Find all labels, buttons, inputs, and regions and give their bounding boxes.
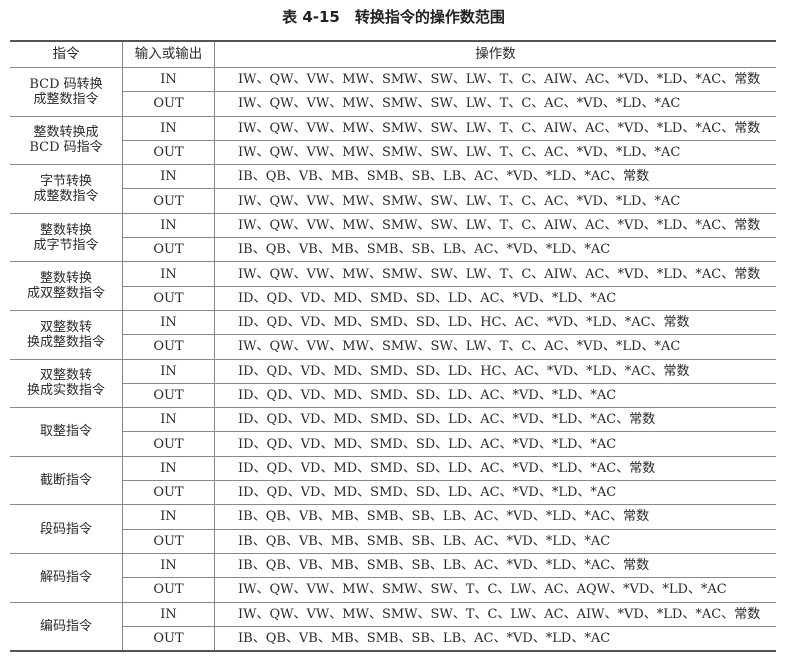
table-row: OUT ID、QD、VD、MD、SMD、SD、LD、AC、*VD、*LD、*AC xyxy=(10,382,776,409)
operands: IW、QW、VW、MW、SMW、SW、T、C、LW、AC、AIW、*VD、*LD… xyxy=(214,601,776,627)
table-row: 整数转换 成双整数指令 IN IW、QW、VW、MW、SMW、SW、LW、T、C、AI… xyxy=(10,261,776,311)
table-row: 编码指令 IN IW、QW、VW、MW、SMW、SW、T、C、LW、AC、AIW、*… xyxy=(10,601,776,652)
io-type: OUT xyxy=(122,431,215,457)
operands: IW、QW、VW、MW、SMW、SW、LW、T、C、AC、*VD、*LD、*AC xyxy=(214,188,776,214)
operands: ID、QD、VD、MD、SMD、SD、LD、AC、*VD、*LD、*AC xyxy=(214,285,776,311)
table-row: 整数转换 成字节指令 IN IW、QW、VW、MW、SMW、SW、LW、T、C、AIW… xyxy=(10,212,776,263)
table-row: OUT IB、QB、VB、MB、SMB、SB、LB、AC、*VD、*LD、*AC xyxy=(10,625,776,652)
instruction-name: 编码指令 xyxy=(10,601,123,652)
operand-range-table: 指令 输入或输出 操作数 BCD 码转换 成整数指令 IN IW、QW、VW、MW、S… xyxy=(10,40,776,653)
instruction-name: 双整数转 换成整数指令 xyxy=(10,309,123,360)
operands: ID、QD、VD、MD、SMD、SD、LD、AC、*VD、*LD、*AC xyxy=(214,382,776,409)
table-row: 截断指令 IN ID、QD、VD、MD、SMD、SD、LD、AC、*VD、*LD、*… xyxy=(10,455,776,506)
io-type: OUT xyxy=(122,625,215,652)
table-row: 双整数转 换成整数指令 IN ID、QD、VD、MD、SMD、SD、LD、HC、AC、… xyxy=(10,309,776,360)
instruction-name: 字节转换 成整数指令 xyxy=(10,164,123,214)
table-row: OUT ID、QD、VD、MD、SMD、SD、LD、AC、*VD、*LD、*AC xyxy=(10,285,776,311)
operands: IW、QW、VW、MW、SMW、SW、T、C、LW、AC、AQW、*VD、*LD… xyxy=(214,577,776,603)
io-type: IN xyxy=(122,358,215,384)
table-row: 取整指令 IN ID、QD、VD、MD、SMD、SD、LD、AC、*VD、*LD、*… xyxy=(10,407,776,457)
table-row: 整数转换成 BCD 码指令 IN IW、QW、VW、MW、SMW、SW、LW、T、C、… xyxy=(10,115,776,166)
operands: IW、QW、VW、MW、SMW、SW、LW、T、C、AIW、AC、*VD、*LD… xyxy=(214,261,776,287)
io-type: IN xyxy=(122,261,215,287)
operands: IB、QB、VB、MB、SMB、SB、LB、AC、*VD、*LD、*AC、常数 xyxy=(214,552,776,579)
io-type: IN xyxy=(122,455,215,482)
table-row: OUT ID、QD、VD、MD、SMD、SD、LD、AC、*VD、*LD、*AC xyxy=(10,480,776,506)
header-io: 输入或输出 xyxy=(122,40,215,68)
io-type: OUT xyxy=(122,577,215,603)
instruction-name: 整数转换 成字节指令 xyxy=(10,212,123,263)
io-type: OUT xyxy=(122,480,215,506)
instruction-name: 解码指令 xyxy=(10,552,123,603)
table-title: 表 4-15 转换指令的操作数范围 xyxy=(282,8,505,26)
table-row: OUT IW、QW、VW、MW、SMW、SW、LW、T、C、AC、*VD、*LD、… xyxy=(10,188,776,214)
table-row: OUT ID、QD、VD、MD、SMD、SD、LD、AC、*VD、*LD、*AC xyxy=(10,431,776,457)
operands: IW、QW、VW、MW、SMW、SW、LW、T、C、AC、*VD、*LD、*AC xyxy=(214,139,776,166)
table-row: OUT IB、QB、VB、MB、SMB、SB、LB、AC、*VD、*LD、*AC xyxy=(10,528,776,554)
io-type: OUT xyxy=(122,382,215,409)
operands: IW、QW、VW、MW、SMW、SW、LW、T、C、AIW、AC、*VD、*LD… xyxy=(214,115,776,141)
io-type: OUT xyxy=(122,528,215,554)
table-row: OUT IW、QW、VW、MW、SMW、SW、LW、T、C、AC、*VD、*LD、… xyxy=(10,139,776,166)
operands: IW、QW、VW、MW、SMW、SW、LW、T、C、AC、*VD、*LD、*AC xyxy=(214,91,776,117)
table-row: OUT IB、QB、VB、MB、SMB、SB、LB、AC、*VD、*LD、*AC xyxy=(10,237,776,263)
instruction-name: BCD 码转换 成整数指令 xyxy=(10,67,123,117)
io-type: OUT xyxy=(122,139,215,166)
io-type: IN xyxy=(122,504,215,530)
header-instruction: 指令 xyxy=(10,40,123,68)
io-type: IN xyxy=(122,115,215,141)
io-type: OUT xyxy=(122,334,215,360)
io-type: IN xyxy=(122,212,215,239)
operands: ID、QD、VD、MD、SMD、SD、LD、HC、AC、*VD、*LD、*AC、… xyxy=(214,358,776,384)
operands: ID、QD、VD、MD、SMD、SD、LD、AC、*VD、*LD、*AC xyxy=(214,480,776,506)
table-row: OUT IW、QW、VW、MW、SMW、SW、T、C、LW、AC、AQW、*VD、… xyxy=(10,577,776,603)
instruction-name: 整数转换成 BCD 码指令 xyxy=(10,115,123,166)
operands: IB、QB、VB、MB、SMB、SB、LB、AC、*VD、*LD、*AC xyxy=(214,237,776,263)
instruction-name: 双整数转 换成实数指令 xyxy=(10,358,123,409)
table-row: 解码指令 IN IB、QB、VB、MB、SMB、SB、LB、AC、*VD、*LD、*… xyxy=(10,552,776,603)
operands: IW、QW、VW、MW、SMW、SW、LW、T、C、AIW、AC、*VD、*LD… xyxy=(214,212,776,239)
io-type: IN xyxy=(122,66,215,93)
instruction-name: 截断指令 xyxy=(10,455,123,506)
operands: ID、QD、VD、MD、SMD、SD、LD、AC、*VD、*LD、*AC xyxy=(214,431,776,457)
io-type: IN xyxy=(122,552,215,579)
io-type: OUT xyxy=(122,91,215,117)
io-type: IN xyxy=(122,309,215,336)
header-row: 指令 输入或输出 操作数 xyxy=(10,40,776,68)
header-operands: 操作数 xyxy=(214,40,776,68)
io-type: OUT xyxy=(122,237,215,263)
instruction-name: 整数转换 成双整数指令 xyxy=(10,261,123,311)
table-row: 段码指令 IN IB、QB、VB、MB、SMB、SB、LB、AC、*VD、*LD、*… xyxy=(10,504,776,554)
operands: IB、QB、VB、MB、SMB、SB、LB、AC、*VD、*LD、*AC xyxy=(214,528,776,554)
instruction-name: 取整指令 xyxy=(10,407,123,457)
table-row: OUT IW、QW、VW、MW、SMW、SW、LW、T、C、AC、*VD、*LD、… xyxy=(10,334,776,360)
table-row: OUT IW、QW、VW、MW、SMW、SW、LW、T、C、AC、*VD、*LD、… xyxy=(10,91,776,117)
operands: ID、QD、VD、MD、SMD、SD、LD、AC、*VD、*LD、*AC、常数 xyxy=(214,455,776,482)
io-type: OUT xyxy=(122,285,215,311)
operands: ID、QD、VD、MD、SMD、SD、LD、HC、AC、*VD、*LD、*AC、… xyxy=(214,309,776,336)
operands: ID、QD、VD、MD、SMD、SD、LD、AC、*VD、*LD、*AC、常数 xyxy=(214,407,776,433)
io-type: IN xyxy=(122,407,215,433)
operands: IB、QB、VB、MB、SMB、SB、LB、AC、*VD、*LD、*AC、常数 xyxy=(214,504,776,530)
table-row: 双整数转 换成实数指令 IN ID、QD、VD、MD、SMD、SD、LD、HC、AC、… xyxy=(10,358,776,409)
instruction-name: 段码指令 xyxy=(10,504,123,554)
operands: IB、QB、VB、MB、SMB、SB、LB、AC、*VD、*LD、*AC xyxy=(214,625,776,652)
io-type: OUT xyxy=(122,188,215,214)
operands: IB、QB、VB、MB、SMB、SB、LB、AC、*VD、*LD、*AC、常数 xyxy=(214,164,776,190)
table-row: 字节转换 成整数指令 IN IB、QB、VB、MB、SMB、SB、LB、AC、*VD、… xyxy=(10,164,776,214)
io-type: IN xyxy=(122,601,215,627)
operands: IW、QW、VW、MW、SMW、SW、LW、T、C、AIW、AC、*VD、*LD… xyxy=(214,66,776,93)
table-row: BCD 码转换 成整数指令 IN IW、QW、VW、MW、SMW、SW、LW、T、C、… xyxy=(10,66,776,117)
io-type: IN xyxy=(122,164,215,190)
operands: IW、QW、VW、MW、SMW、SW、LW、T、C、AC、*VD、*LD、*AC xyxy=(214,334,776,360)
